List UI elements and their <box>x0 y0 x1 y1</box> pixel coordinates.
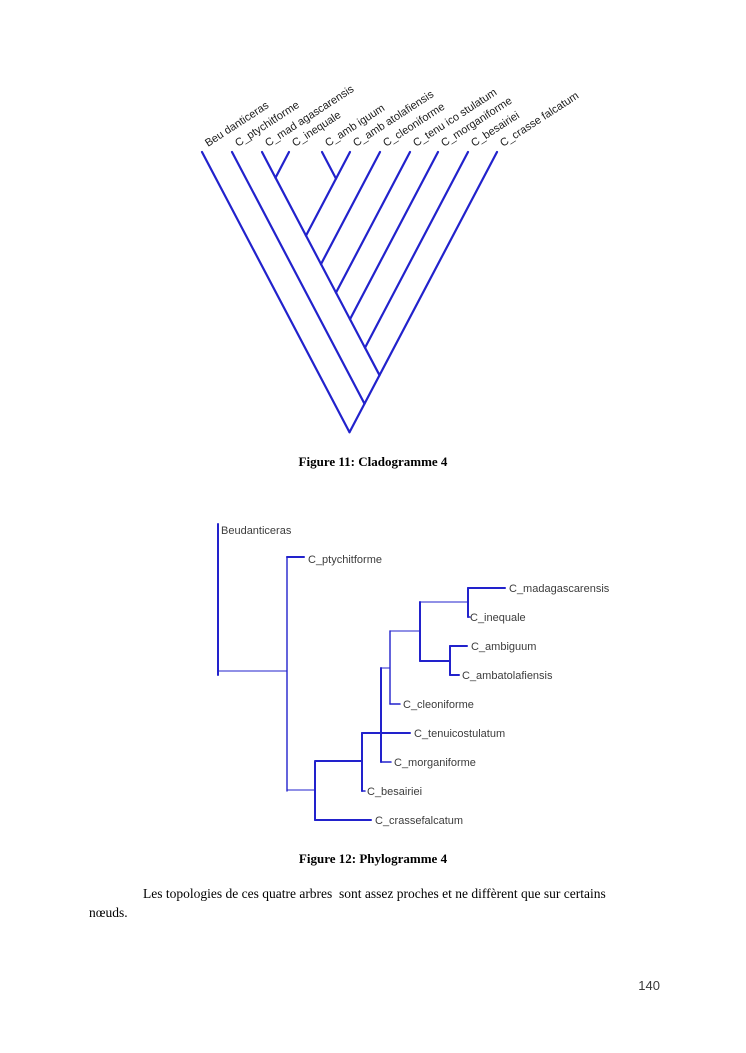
tree-branch <box>304 177 338 237</box>
figure11-caption: Figure 11: Cladogramme 4 <box>298 454 448 469</box>
taxon-label: C_besairiei <box>367 786 422 798</box>
taxon-label: C_morganiforme <box>394 757 476 769</box>
tree-branch <box>363 374 381 405</box>
taxon-label: C_ptychitforme <box>308 554 382 566</box>
tree-branch <box>304 234 323 266</box>
tree-branch <box>260 150 277 179</box>
tree-branch <box>334 150 352 180</box>
tree-branch <box>274 150 291 179</box>
tree-branch <box>200 150 351 434</box>
tree-branch <box>363 346 381 377</box>
taxon-label: Beudanticeras <box>221 525 292 537</box>
taxon-label: C_tenuicostulatum <box>414 728 505 740</box>
tree-branch <box>334 150 412 294</box>
body-paragraph: Les topologies de ces quatre arbres sont… <box>89 884 664 922</box>
phylogram-figure-12: Beudanticeras C_ptychitforme C_madagascare… <box>217 523 610 827</box>
tree-branch <box>348 402 366 434</box>
tree-branch <box>348 150 440 321</box>
paragraph-line-1: Les topologies de ces quatre arbres sont… <box>143 886 606 901</box>
figure12-caption: Figure 12: Phylogramme 4 <box>298 851 448 866</box>
page-number: 140 <box>638 978 660 993</box>
tree-branch <box>334 291 352 321</box>
taxon-label: C_crassefalcatum <box>375 815 463 827</box>
tree-branch <box>348 318 367 349</box>
paragraph-line-2: nœuds. <box>89 905 128 920</box>
taxon-label: C_inequale <box>470 612 526 624</box>
tree-branch <box>274 176 308 237</box>
taxon-label: C_cleoniforme <box>403 699 474 711</box>
taxon-label: C_madagascarensis <box>509 583 610 595</box>
tree-branch <box>319 263 338 294</box>
taxon-label: C_ambatolafiensis <box>462 670 553 682</box>
tree-branch <box>320 150 338 180</box>
tree-branch <box>230 150 366 405</box>
tree-branch <box>363 150 470 349</box>
taxon-label: C_ambiguum <box>471 641 536 653</box>
tree-branch <box>378 150 499 377</box>
tree-branch <box>319 150 382 266</box>
